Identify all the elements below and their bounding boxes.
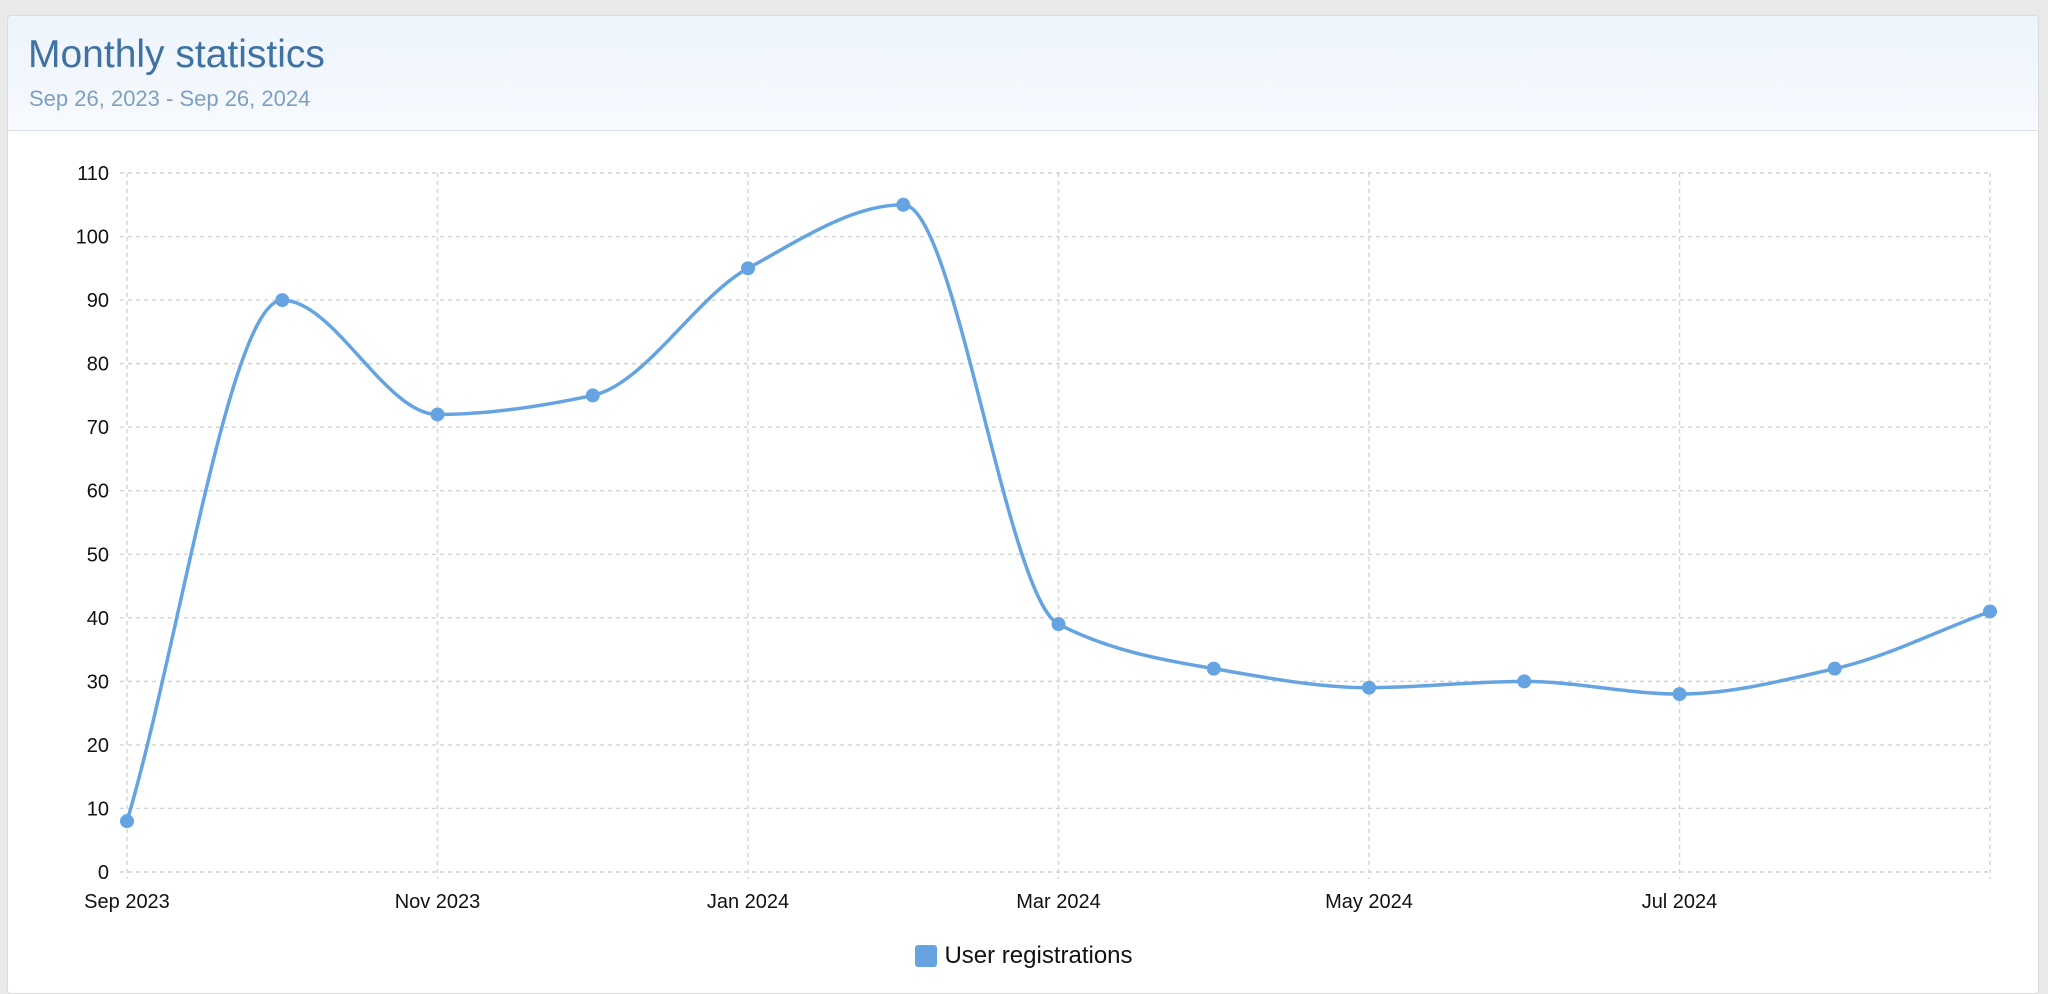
- panel-header: Monthly statistics Sep 26, 2023 - Sep 26…: [8, 16, 2038, 131]
- y-tick-label: 100: [76, 227, 109, 249]
- date-range: Sep 26, 2023 - Sep 26, 2024: [29, 86, 311, 111]
- x-tick-label: Jul 2024: [1642, 891, 1718, 913]
- data-point: [275, 293, 290, 308]
- y-tick-label: 40: [87, 608, 109, 630]
- data-point: [120, 814, 134, 829]
- data-point: [430, 407, 445, 422]
- y-tick-label: 60: [87, 481, 109, 503]
- y-tick-label: 80: [87, 354, 109, 376]
- x-tick-label: Mar 2024: [1016, 891, 1101, 913]
- series-layer: [120, 197, 1997, 829]
- y-tick-label: 50: [87, 544, 109, 566]
- y-tick-label: 0: [98, 862, 109, 884]
- x-tick-label: Jan 2024: [707, 891, 789, 913]
- data-point: [1206, 661, 1221, 676]
- data-point: [585, 388, 600, 403]
- y-tick-label: 10: [87, 798, 109, 820]
- grid: [120, 172, 1991, 879]
- statistics-panel: Monthly statistics Sep 26, 2023 - Sep 26…: [7, 15, 2039, 994]
- x-tick-label: May 2024: [1325, 891, 1413, 913]
- data-point: [896, 197, 911, 212]
- y-tick-label: 110: [77, 163, 109, 185]
- legend-swatch: [915, 945, 938, 967]
- y-tick-label: 90: [87, 290, 109, 312]
- data-point: [1827, 661, 1842, 676]
- data-point: [1517, 674, 1532, 689]
- series-line-0: [125, 203, 1991, 822]
- x-tick-label: Sep 2023: [84, 891, 170, 913]
- data-point: [741, 261, 755, 276]
- y-tick-label: 30: [87, 671, 109, 693]
- data-point: [1672, 687, 1687, 702]
- legend: User registrations: [0, 942, 2048, 974]
- y-tick-label: 20: [87, 735, 109, 757]
- axes: 0 10 20 30 40 50 60 70 80 90 100 110 Sep 2023 Nov 202…: [76, 163, 1718, 913]
- data-point: [1362, 680, 1376, 695]
- page-title: Monthly statistics: [28, 33, 325, 76]
- data-point: [1983, 604, 1997, 619]
- legend-item-user-registrations[interactable]: User registrations: [915, 942, 1133, 970]
- data-point: [1051, 617, 1066, 632]
- y-tick-label: 70: [87, 417, 109, 439]
- x-tick-label: Nov 2023: [395, 891, 481, 913]
- legend-label: User registrations: [944, 942, 1133, 969]
